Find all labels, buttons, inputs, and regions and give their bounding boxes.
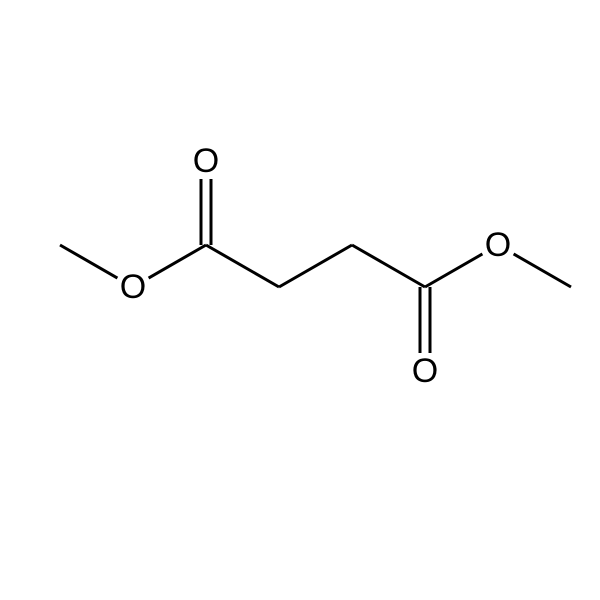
atom-label: O [485,226,511,264]
atom-label: O [412,352,438,390]
atom-label: O [193,142,219,180]
atom-label: O [120,268,146,306]
chemical-structure: O O O O [0,0,600,600]
